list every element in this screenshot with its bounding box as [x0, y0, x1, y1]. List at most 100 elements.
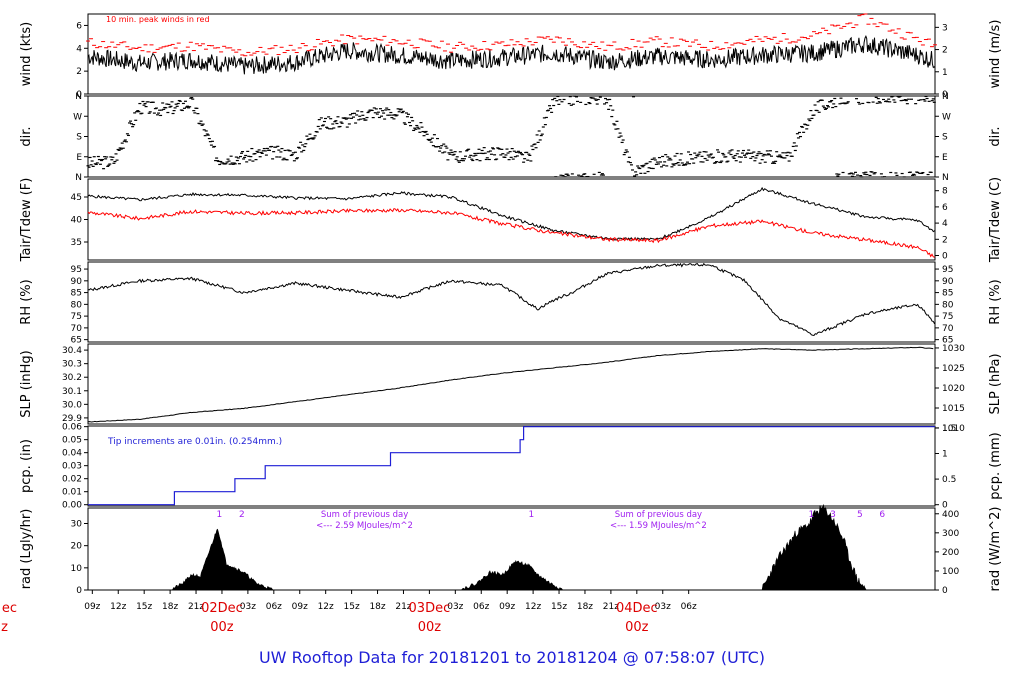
- rad-area-02Dec: [170, 528, 274, 591]
- xtick-label: 09z: [499, 602, 515, 612]
- rad-area-04Dec: [761, 503, 867, 591]
- rad-hour-annotation: 1: [529, 510, 535, 520]
- panel-frame-rh: [87, 261, 936, 343]
- ytick-label-temp: 45: [71, 193, 82, 203]
- ytick-right-label-rh: 90: [942, 277, 954, 287]
- date-label-cutoff: ec: [2, 601, 17, 616]
- ytick-label-wind: 2: [76, 67, 82, 77]
- ytick-label-slp: 30.4: [62, 346, 82, 356]
- ylabel-left-temp: Tair/Tdew (F): [19, 178, 34, 263]
- rad-hour-annotation: 2: [239, 510, 245, 520]
- page-title: UW Rooftop Data for 20181201 to 20181204…: [258, 648, 766, 667]
- xtick-label: 21z: [603, 602, 619, 612]
- ytick-label-pcp: 0.05: [62, 436, 82, 446]
- ytick-right-label-temp: 0: [942, 252, 948, 262]
- xtick-label: 15z: [551, 602, 567, 612]
- ytick-label-rh: 80: [71, 300, 83, 310]
- xtick-label: 03z: [655, 602, 671, 612]
- ylabel-right-temp: Tair/Tdew (C): [988, 177, 1003, 263]
- wind-line: [87, 35, 936, 75]
- ytick-label-dir: W: [73, 112, 82, 122]
- rad-hour-annotation: 1: [809, 510, 815, 520]
- ytick-label-slp: 30.3: [62, 360, 82, 370]
- ytick-label-rad: 20: [71, 542, 83, 552]
- ylabel-right-wind: wind (m/s): [988, 20, 1003, 89]
- ytick-right-label-slp: 1030: [942, 344, 965, 354]
- ytick-right-label-pcp: 1: [942, 449, 948, 459]
- ylabel-left-wind: wind (kts): [19, 22, 34, 86]
- ytick-right-label-dir: E: [942, 153, 948, 163]
- ylabel-right-slp: SLP (hPa): [988, 353, 1003, 414]
- ytick-right-label-dir: N: [942, 173, 949, 183]
- ytick-right-label-pcp: 1.5: [942, 424, 956, 434]
- pcp-annotation: Tip increments are 0.01in. (0.254mm.): [107, 437, 282, 447]
- xtick-label: 09z: [84, 602, 100, 612]
- ytick-label-pcp: 0.02: [62, 475, 82, 485]
- ytick-label-rh: 85: [71, 289, 82, 299]
- xtick-label: 12z: [110, 602, 126, 612]
- panel-frame-slp: [87, 343, 936, 425]
- ytick-right-label-rad: 200: [942, 548, 959, 558]
- ytick-right-label-rad: 400: [942, 510, 959, 520]
- ytick-label-slp: 30.2: [62, 373, 82, 383]
- ytick-right-label-rad: 100: [942, 567, 959, 577]
- panel-frame-wind: [87, 13, 936, 95]
- ylabel-right-rh: RH (%): [988, 279, 1003, 324]
- date-label: 02Dec: [201, 601, 243, 616]
- ytick-label-temp: 40: [71, 216, 83, 226]
- ytick-label-rad: 30: [71, 520, 83, 530]
- ytick-label-pcp: 0.03: [62, 462, 82, 472]
- xtick-label: 03z: [240, 602, 256, 612]
- panel-frame-dir: [87, 95, 936, 178]
- tdew-line: [87, 207, 935, 258]
- ylabel-left-slp: SLP (inHg): [19, 350, 34, 418]
- ytick-right-label-rh: 65: [942, 336, 953, 346]
- ytick-right-label-rh: 80: [942, 300, 954, 310]
- xtick-label: 12z: [318, 602, 334, 612]
- xtick-label: 06z: [266, 602, 282, 612]
- slp-line: [87, 346, 934, 423]
- ytick-right-label-wind: 3: [942, 23, 948, 33]
- rad-area-03Dec: [459, 560, 564, 591]
- ytick-right-label-slp: 1020: [942, 384, 965, 394]
- date-sublabel: 00z: [625, 620, 649, 635]
- rad-sum-note-line1: Sum of previous day: [321, 510, 408, 520]
- rad-sum-note-line2: <--- 1.59 MJoules/m^2: [610, 521, 707, 531]
- ytick-label-rh: 90: [71, 277, 83, 287]
- date-sublabel: 00z: [418, 620, 442, 635]
- xtick-label: 15z: [344, 602, 360, 612]
- ylabel-left-rh: RH (%): [19, 279, 34, 324]
- wind-annotation: 10 min. peak winds in red: [106, 15, 210, 24]
- ytick-right-label-temp: 8: [942, 187, 948, 197]
- xtick-label: 21z: [395, 602, 411, 612]
- xtick-label: 09z: [292, 602, 308, 612]
- ytick-right-label-rh: 75: [942, 312, 953, 322]
- xtick-label: 21z: [188, 602, 204, 612]
- tair-line: [87, 186, 935, 241]
- ytick-right-label-wind: 1: [942, 68, 948, 78]
- ylabel-right-pcp: pcp. (mm): [988, 432, 1003, 499]
- ytick-label-pcp: 0.01: [62, 488, 82, 498]
- ylabel-left-pcp: pcp. (in): [19, 439, 34, 493]
- ytick-label-slp: 30.1: [62, 387, 82, 397]
- ytick-label-pcp: 0.04: [62, 449, 82, 459]
- pcp-line: [88, 426, 935, 506]
- date-sublabel: 00z: [210, 620, 234, 635]
- ytick-right-label-slp: 1025: [942, 364, 965, 374]
- ytick-right-label-dir: W: [942, 112, 951, 122]
- ytick-label-rh: 95: [71, 265, 82, 275]
- ytick-right-label-wind: 0: [942, 90, 948, 100]
- ylabel-left-rad: rad (Lgly/hr): [19, 509, 34, 590]
- ytick-label-dir: S: [76, 133, 82, 143]
- date-sublabel-cutoff: z: [1, 620, 8, 635]
- ytick-label-slp: 30.0: [62, 400, 82, 410]
- ytick-label-temp: 35: [71, 238, 82, 248]
- xtick-label: 15z: [136, 602, 152, 612]
- xtick-label: 12z: [525, 602, 541, 612]
- ylabel-right-rad: rad (W/m^2): [988, 507, 1003, 592]
- date-label: 04Dec: [616, 601, 658, 616]
- ytick-right-label-dir: N: [942, 92, 949, 102]
- ytick-label-pcp: 0.00: [62, 501, 82, 511]
- ytick-label-rad: 10: [71, 564, 83, 574]
- ytick-label-dir: E: [76, 153, 82, 163]
